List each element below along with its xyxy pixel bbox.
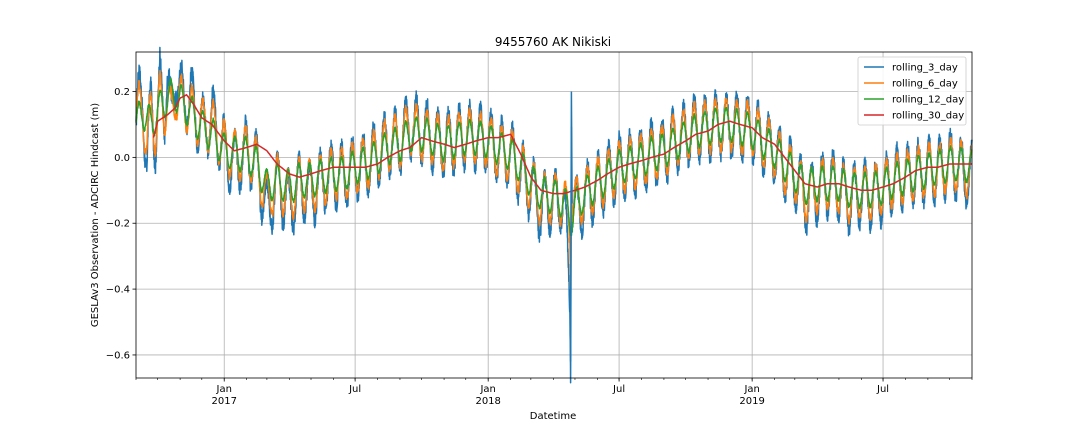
x-tick-label: Jan [216,384,232,395]
plot-frame [135,51,973,379]
legend-label-rolling-6-day: rolling_6_day [892,79,958,90]
x-tick-year-label: 2019 [739,396,764,407]
y-axis-label: GESLAv3 Observation - ADCIRC Hindcast (m… [90,103,101,327]
y-tick-label: −0.4 [106,285,130,296]
y-tick-label: 0.0 [114,153,130,164]
x-tick-label: Jul [876,384,889,395]
x-tick-label: Jan [743,384,759,395]
series-line-rolling-12-day [135,77,973,237]
x-axis-label: Datetime [530,411,577,422]
x-tick-year-label: 2018 [475,396,500,407]
x-tick-label: Jan [479,384,495,395]
series-line-rolling-30-day [152,94,973,195]
legend-label-rolling-3-day: rolling_3_day [892,63,958,74]
series-layer [135,46,973,384]
legend: rolling_3_day rolling_6_day rolling_12_day… [857,56,967,126]
y-tick-label: 0.2 [114,87,130,98]
legend-label-rolling-12-day: rolling_12_day [892,95,964,106]
y-tick-label: −0.2 [106,219,130,230]
legend-box [857,56,967,126]
x-tick-label: Jul [348,384,361,395]
legend-label-rolling-30-day: rolling_30_day [892,111,964,122]
series-spike-rolling-3-day [569,91,573,362]
x-tick-label: Jul [612,384,625,395]
x-tick-year-label: 2017 [212,396,237,407]
chart-title: 9455760 AK Nikiski [495,35,611,49]
y-tick-label: −0.6 [106,350,130,361]
